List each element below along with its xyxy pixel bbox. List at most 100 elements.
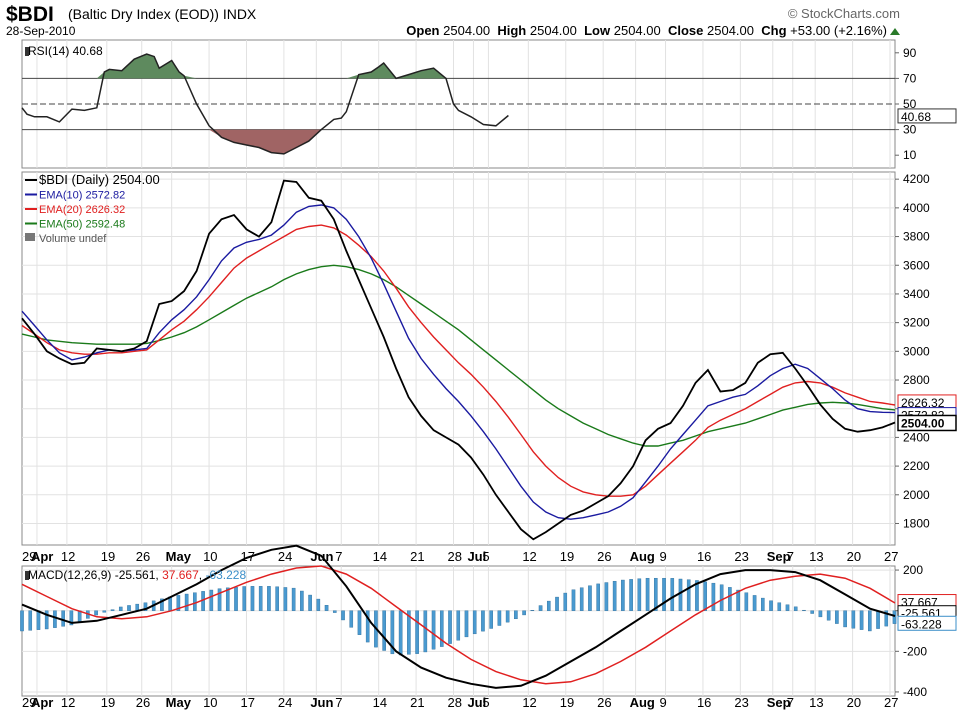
macd-histogram-bar — [678, 578, 683, 611]
macd-x-tick-label: Aug — [630, 695, 655, 710]
macd-histogram-bar — [818, 610, 823, 618]
legend-entry: EMA(20) 2626.32 — [39, 204, 125, 216]
macd-x-tick-label: 5 — [482, 695, 489, 710]
up-arrow-icon — [890, 28, 900, 35]
macd-histogram-bar — [563, 592, 568, 611]
macd-histogram-bar — [843, 610, 847, 628]
macd-histogram-bar — [332, 610, 337, 613]
macd-x-tick-label: 9 — [660, 695, 667, 710]
macd-histogram-bar — [777, 602, 782, 611]
macd-histogram-bar — [423, 610, 428, 653]
macd-histogram-bar — [769, 600, 773, 611]
price-x-tick-label: 16 — [697, 549, 711, 564]
macd-x-tick-label: 10 — [203, 695, 217, 710]
macd-histogram-bar — [448, 610, 452, 644]
price-x-tick-label: 12 — [61, 549, 75, 564]
macd-x-tick-label: 26 — [136, 695, 150, 710]
macd-x-tick-label: 29 — [22, 695, 36, 710]
macd-histogram-bar — [168, 596, 172, 611]
price-x-tick-label: 7 — [787, 549, 794, 564]
macd-x-tick-label: 23 — [734, 695, 748, 710]
macd-x-tick-label: 7 — [787, 695, 794, 710]
macd-histogram-bar — [184, 593, 189, 611]
macd-histogram-bar — [44, 610, 49, 630]
macd-histogram-bar — [234, 586, 238, 611]
macd-histogram-bar — [604, 582, 609, 611]
macd-histogram-bar — [497, 610, 502, 626]
low-label: Low — [584, 23, 611, 38]
macd-x-tick-label: Sep — [767, 695, 791, 710]
macd-histogram-bar — [892, 610, 897, 624]
macd-histogram-bar — [398, 610, 403, 656]
macd-histogram-bar — [407, 610, 411, 655]
rsi-axis-tick-label: 70 — [903, 71, 917, 85]
legend-entry: $BDI (Daily) 2504.00 — [39, 172, 160, 187]
close-last-value-box — [897, 414, 957, 432]
rsi-axis-tick-label: 10 — [903, 148, 917, 162]
price-x-tick-label: 9 — [660, 549, 667, 564]
price-x-tick-label: 19 — [101, 549, 115, 564]
ema10-line — [21, 204, 896, 520]
macd-histogram-bar — [612, 580, 617, 611]
rsi-overbought-fill — [22, 54, 509, 79]
macd-histogram-bar — [621, 579, 625, 611]
macd-x-tick-label: 12 — [61, 695, 75, 710]
price-x-tick-label: 5 — [482, 549, 489, 564]
chg-value: +53.00 (+2.16%) — [790, 23, 887, 38]
macd-histogram-bar — [415, 610, 419, 654]
price-axis-tick-label: 2800 — [903, 373, 930, 387]
macd-histogram-bar — [464, 610, 469, 638]
histogram-last-value: -63.228 — [901, 617, 942, 631]
price-x-tick-label: 23 — [734, 549, 748, 564]
macd-histogram-bar — [793, 606, 798, 611]
price-x-tick-label: May — [166, 549, 192, 564]
macd-histogram-bar — [868, 610, 872, 632]
macd-histogram-bar — [431, 610, 436, 650]
macd-title: MACD(12,26,9) -25.561, 37.667, -63.228 — [28, 568, 246, 582]
price-x-tick-label: Aug — [630, 549, 655, 564]
price-x-tick-label: 19 — [560, 549, 574, 564]
price-axis-tick-label: 4000 — [903, 201, 930, 215]
macd-histogram-bar — [703, 581, 707, 611]
price-x-tick-label: 26 — [597, 549, 611, 564]
high-value: 2504.00 — [529, 23, 577, 38]
macd-histogram-bar — [810, 610, 814, 614]
macd-x-tick-label: 21 — [410, 695, 424, 710]
high-label: High — [497, 23, 527, 38]
macd-histogram-bar — [242, 586, 247, 611]
macd-x-tick-label: Jul — [467, 695, 486, 710]
price-axis-tick-label: 2400 — [903, 430, 930, 444]
rsi-line — [21, 53, 509, 155]
macd-histogram-bar — [686, 579, 691, 611]
price-x-tick-label: 26 — [136, 549, 150, 564]
macd-histogram-bar — [250, 586, 255, 611]
macd-x-tick-label: 17 — [240, 695, 254, 710]
close-label: Close — [667, 23, 704, 38]
close-value: 2504.00 — [707, 23, 754, 38]
macd-histogram-bar — [761, 597, 765, 611]
price-line — [21, 179, 896, 541]
macd-histogram-bar — [505, 610, 510, 623]
macd-histogram-bar — [209, 589, 214, 611]
macd-histogram-bar — [94, 610, 98, 616]
macd-axis-tick-label: -400 — [903, 685, 927, 699]
macd-legend-icon — [25, 571, 29, 580]
macd-x-tick-label: Apr — [31, 695, 53, 710]
rsi-axis-tick-label: 90 — [903, 46, 917, 60]
macd-histogram-bar — [489, 610, 493, 629]
macd-histogram-bar — [193, 592, 197, 611]
macd-histogram-bar — [637, 578, 642, 611]
price-axis-tick-label: 4200 — [903, 172, 930, 186]
macd-histogram-bar — [110, 609, 115, 611]
symbol-name: (Baltic Dry Index (EOD)) — [68, 6, 219, 22]
ema20-last-value: 2626.32 — [901, 396, 945, 410]
macd-x-tick-label: May — [166, 695, 192, 710]
open-label: Open — [406, 23, 440, 38]
macd-histogram-bar — [802, 609, 806, 611]
macd-x-tick-label: 13 — [809, 695, 823, 710]
macd-histogram-bar — [645, 577, 650, 611]
price-x-tick-label: 20 — [847, 549, 861, 564]
macd-histogram-bar — [596, 583, 600, 611]
macd-line — [21, 544, 896, 689]
